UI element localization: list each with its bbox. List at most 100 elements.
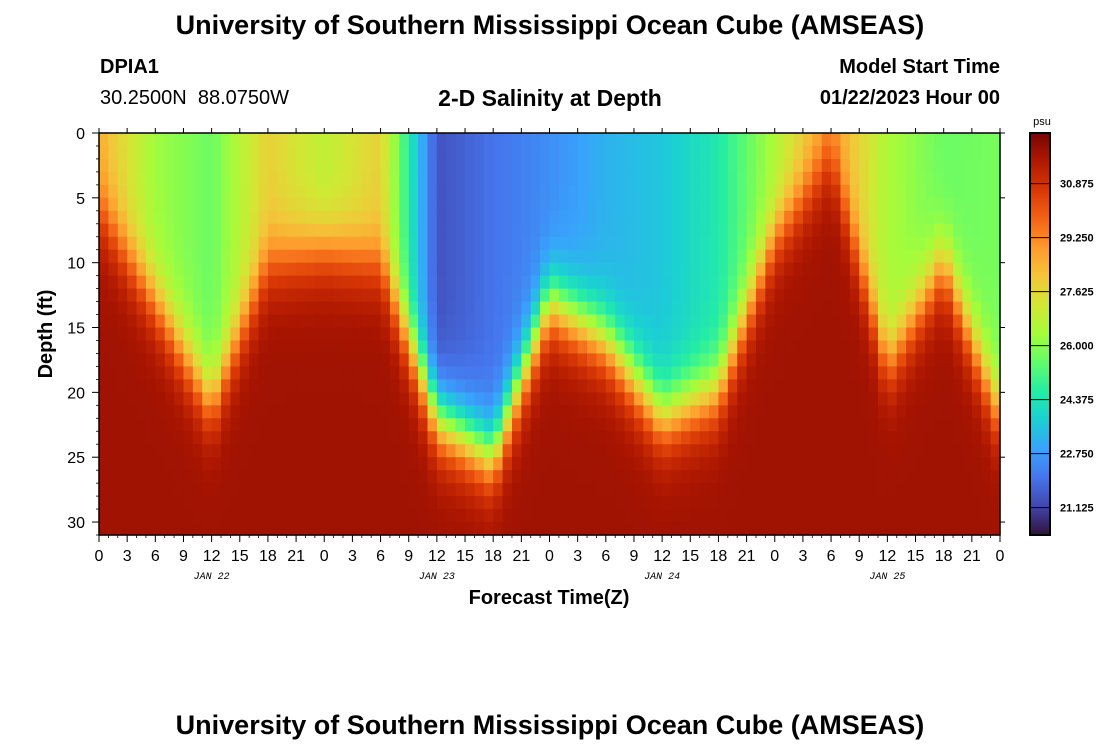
heatmap-cell: [511, 288, 522, 303]
heatmap-cell: [821, 444, 832, 458]
heatmap-cell: [192, 288, 203, 303]
heatmap-cell: [943, 327, 954, 342]
heatmap-cell: [192, 197, 203, 212]
heatmap-cell: [465, 483, 476, 497]
heatmap-cell: [202, 418, 213, 432]
heatmap-cell: [821, 379, 832, 393]
heatmap-cell: [314, 509, 325, 523]
heatmap-cell: [896, 210, 907, 225]
heatmap-cell: [652, 327, 663, 342]
heatmap-cell: [558, 158, 569, 173]
heatmap-cell: [239, 184, 250, 199]
heatmap-cell: [108, 262, 119, 277]
heatmap-cell: [652, 509, 663, 523]
heatmap-cell: [709, 496, 720, 510]
heatmap-cell: [727, 418, 738, 432]
heatmap-cell: [371, 158, 382, 173]
heatmap-cell: [971, 405, 982, 419]
heatmap-cell: [117, 483, 128, 497]
heatmap-cell: [427, 392, 438, 406]
heatmap-cell: [211, 145, 222, 160]
heatmap-cell: [915, 158, 926, 173]
heatmap-cell: [868, 470, 879, 484]
heatmap-cell: [174, 314, 185, 329]
heatmap-cell: [821, 405, 832, 419]
heatmap-cell: [662, 210, 673, 225]
heatmap-cell: [746, 496, 757, 510]
heatmap-cell: [239, 210, 250, 225]
heatmap-cell: [324, 197, 335, 212]
heatmap-cell: [587, 522, 598, 536]
heatmap-cell: [953, 171, 964, 186]
heatmap-cell: [633, 327, 644, 342]
heatmap-cell: [474, 249, 485, 264]
heatmap-cell: [540, 236, 551, 251]
heatmap-cell: [239, 171, 250, 186]
heatmap-cell: [99, 133, 109, 147]
heatmap-cell: [906, 418, 917, 432]
heatmap-cell: [408, 431, 419, 445]
heatmap-cell: [718, 470, 729, 484]
heatmap-cell: [896, 171, 907, 186]
heatmap-cell: [408, 133, 419, 147]
heatmap-cell: [727, 444, 738, 458]
heatmap-cell: [117, 470, 128, 484]
heatmap-cell: [258, 405, 269, 419]
heatmap-cell: [371, 197, 382, 212]
heatmap-cell: [267, 509, 278, 523]
heatmap-cell: [821, 496, 832, 510]
heatmap-cell: [587, 457, 598, 471]
heatmap-cell: [793, 262, 804, 277]
heatmap-cell: [211, 405, 222, 419]
heatmap-cell: [981, 522, 992, 536]
heatmap-cell: [371, 223, 382, 238]
heatmap-cell: [727, 405, 738, 419]
heatmap-cell: [136, 470, 147, 484]
heatmap-cell: [709, 184, 720, 199]
heatmap-cell: [943, 509, 954, 523]
heatmap-cell: [174, 249, 185, 264]
heatmap-cell: [474, 262, 485, 277]
heatmap-cell: [896, 483, 907, 497]
heatmap-cell: [774, 314, 785, 329]
heatmap-cell: [174, 509, 185, 523]
heatmap-cell: [615, 314, 626, 329]
heatmap-cell: [314, 171, 325, 186]
heatmap-cell: [483, 184, 494, 199]
heatmap-cell: [380, 392, 391, 406]
heatmap-cell: [408, 327, 419, 342]
heatmap-cell: [859, 133, 870, 147]
heatmap-cell: [399, 314, 410, 329]
heatmap-cell: [840, 327, 851, 342]
heatmap-cell: [408, 158, 419, 173]
heatmap-cell: [934, 379, 945, 393]
heatmap-cell: [971, 470, 982, 484]
heatmap-cell: [915, 470, 926, 484]
heatmap-cell: [953, 509, 964, 523]
heatmap-cell: [784, 301, 795, 316]
heatmap-cell: [286, 509, 297, 523]
heatmap-cell: [652, 223, 663, 238]
heatmap-cell: [239, 353, 250, 368]
heatmap-cell: [821, 210, 832, 225]
heatmap-cell: [577, 288, 588, 303]
heatmap-cell: [277, 301, 288, 316]
heatmap-cell: [202, 262, 213, 277]
heatmap-cell: [812, 392, 823, 406]
heatmap-cell: [680, 340, 691, 355]
heatmap-cell: [558, 197, 569, 212]
heatmap-cell: [906, 392, 917, 406]
heatmap-cell: [183, 249, 194, 264]
heatmap-cell: [239, 496, 250, 510]
heatmap-cell: [446, 379, 457, 393]
heatmap-cell: [624, 457, 635, 471]
heatmap-cell: [483, 197, 494, 212]
heatmap-cell: [793, 288, 804, 303]
y-tick-label: 5: [76, 191, 85, 208]
heatmap-cell: [352, 314, 363, 329]
heatmap-cell: [587, 353, 598, 368]
heatmap-cell: [314, 405, 325, 419]
heatmap-cell: [211, 392, 222, 406]
heatmap-cell: [127, 275, 138, 290]
heatmap-cell: [221, 366, 231, 380]
